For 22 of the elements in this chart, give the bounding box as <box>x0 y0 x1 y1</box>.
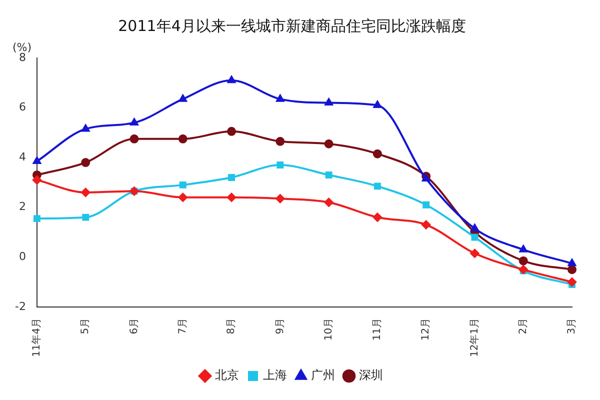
x-tick-label: 12月 <box>420 318 432 341</box>
x-tick-label: 3月 <box>566 318 578 334</box>
x-tick-label: 5月 <box>80 318 92 334</box>
x-tick-label: 2月 <box>518 318 529 334</box>
y-tick-label: -2 <box>15 300 26 313</box>
y-tick-label: 6 <box>18 100 26 114</box>
legend-label: 广州 <box>311 368 335 382</box>
legend-label: 北京 <box>215 368 239 382</box>
x-tick-label: 10月 <box>323 318 334 341</box>
x-tick-label: 11月 <box>372 318 384 341</box>
legend-label: 深圳 <box>359 368 383 382</box>
y-tick-label: 4 <box>18 150 26 164</box>
x-tick-label: 7月 <box>177 318 188 334</box>
y-tick-label: 2 <box>18 200 26 214</box>
x-tick-label: 8月 <box>226 318 238 334</box>
legend-label: 上海 <box>263 368 287 382</box>
x-tick-label: 6月 <box>128 318 140 334</box>
y-tick-label: 0 <box>18 250 26 263</box>
chart-title: 2011年4月以来一线城市新建商品住宅同比涨跌幅度 <box>118 16 466 35</box>
x-tick-label: 11年4月 <box>30 318 43 358</box>
x-tick-label: 12年1月 <box>468 318 480 358</box>
x-tick-label: 9月 <box>274 318 286 334</box>
